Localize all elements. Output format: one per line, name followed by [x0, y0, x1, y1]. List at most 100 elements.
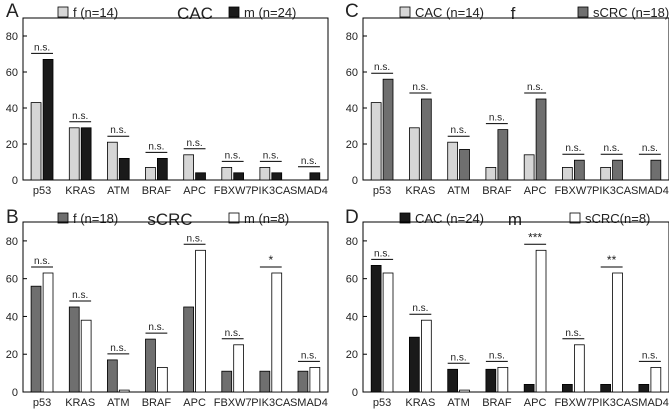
significance-label: n.s. — [489, 113, 505, 124]
bar-a-kras-2 — [80, 127, 92, 181]
panel-title: CAC — [177, 4, 213, 23]
bar-d-smad4-2 — [650, 366, 662, 393]
y-tick-label: 40 — [346, 103, 358, 115]
legend-label: f (n=18) — [73, 211, 118, 226]
legend-swatch — [57, 6, 69, 18]
significance-label: n.s. — [72, 290, 88, 301]
legend-swatch — [399, 6, 411, 18]
bar-c-fbxw7-1 — [562, 166, 573, 181]
bar-d-apc-2 — [535, 249, 547, 393]
significance-label: ** — [607, 253, 617, 267]
category-label: FBXW7 — [214, 185, 252, 197]
category-label: APC — [183, 397, 206, 409]
y-tick-label: 80 — [346, 236, 358, 248]
y-tick-label: 80 — [346, 31, 358, 43]
bar-c-fbxw7-2 — [574, 159, 585, 181]
bar-a-smad4-2 — [309, 172, 321, 181]
category-label: APC — [524, 185, 547, 197]
panel-label: B — [6, 207, 19, 228]
bar-b-braf-2 — [156, 366, 168, 393]
bar-d-fbxw7-2 — [574, 344, 585, 393]
y-tick-label: 0 — [12, 175, 18, 187]
category-label: PIK3CA — [592, 185, 632, 197]
y-tick-label: 0 — [352, 387, 358, 399]
category-label: ATM — [107, 185, 129, 197]
y-tick-label: 60 — [6, 67, 18, 79]
category-label: p53 — [33, 397, 51, 409]
category-label: ATM — [107, 397, 129, 409]
bar-d-pik3ca-1 — [600, 383, 612, 393]
significance-label: n.s. — [263, 150, 279, 161]
bar-d-atm-2 — [459, 389, 470, 393]
bar-c-pik3ca-1 — [600, 166, 612, 181]
y-tick-label: 40 — [6, 311, 18, 323]
bar-a-apc-1 — [183, 154, 194, 181]
category-label: SMAD4 — [631, 397, 669, 409]
legend-label: CAC (n=24) — [415, 211, 484, 226]
significance-label: n.s. — [148, 322, 164, 333]
y-tick-label: 80 — [6, 236, 18, 248]
category-label: PIK3CA — [251, 185, 291, 197]
category-label: KRAS — [405, 185, 435, 197]
significance-label: n.s. — [412, 82, 428, 93]
panel-title: m — [508, 210, 522, 229]
category-label: PIK3CA — [251, 397, 291, 409]
y-tick-label: 20 — [346, 139, 358, 151]
significance-label: n.s. — [565, 328, 581, 339]
bar-b-pik3ca-1 — [259, 370, 271, 393]
category-label: p53 — [373, 185, 391, 197]
category-label: BRAF — [142, 185, 172, 197]
bar-c-braf-1 — [485, 166, 497, 181]
significance-label: n.s. — [34, 42, 50, 53]
bar-d-braf-2 — [497, 366, 509, 393]
y-tick-label: 60 — [6, 274, 18, 286]
category-label: SMAD4 — [290, 185, 328, 197]
significance-label: n.s. — [110, 343, 126, 354]
category-label: ATM — [447, 185, 469, 197]
y-tick-label: 40 — [346, 311, 358, 323]
bar-d-p53-2 — [382, 272, 394, 393]
legend-swatch — [399, 212, 411, 224]
bar-d-p53-1 — [370, 264, 382, 393]
y-tick-label: 20 — [346, 349, 358, 361]
significance-label: n.s. — [187, 138, 203, 149]
panel-title: sCRC — [147, 210, 192, 229]
significance-label: n.s. — [34, 256, 50, 267]
bar-a-braf-2 — [156, 157, 168, 181]
bar-a-pik3ca-2 — [271, 172, 283, 181]
bar-a-atm-1 — [107, 141, 118, 181]
significance-label: n.s. — [225, 150, 241, 161]
bar-c-pik3ca-2 — [612, 159, 623, 181]
legend-swatch — [228, 6, 240, 18]
bar-c-smad4-2 — [650, 159, 662, 181]
bar-d-fbxw7-1 — [562, 383, 573, 393]
category-label: APC — [183, 185, 206, 197]
significance-label: * — [268, 253, 273, 267]
significance-label: n.s. — [412, 303, 428, 314]
bar-d-kras-2 — [420, 319, 432, 393]
bar-b-smad4-1 — [297, 370, 309, 393]
bar-b-apc-1 — [183, 306, 194, 393]
bar-b-fbxw7-2 — [233, 344, 244, 393]
bar-a-p53-2 — [42, 59, 54, 181]
bar-d-atm-1 — [447, 368, 459, 393]
plot-frame — [362, 17, 669, 181]
bar-c-atm-2 — [459, 148, 470, 181]
significance-label: n.s. — [604, 143, 620, 154]
panel-title: f — [511, 4, 516, 23]
bar-c-apc-2 — [535, 98, 547, 181]
bar-d-smad4-1 — [638, 383, 650, 393]
y-tick-label: 0 — [352, 175, 358, 187]
y-tick-label: 0 — [12, 387, 18, 399]
category-label: FBXW7 — [554, 397, 592, 409]
significance-label: n.s. — [642, 143, 658, 154]
bar-b-p53-2 — [42, 272, 54, 393]
y-tick-label: 20 — [6, 139, 18, 151]
significance-label: n.s. — [527, 82, 543, 93]
bar-c-kras-1 — [408, 127, 420, 181]
category-label: APC — [524, 397, 547, 409]
legend-label: CAC (n=14) — [415, 5, 484, 20]
bar-d-apc-1 — [523, 383, 535, 393]
